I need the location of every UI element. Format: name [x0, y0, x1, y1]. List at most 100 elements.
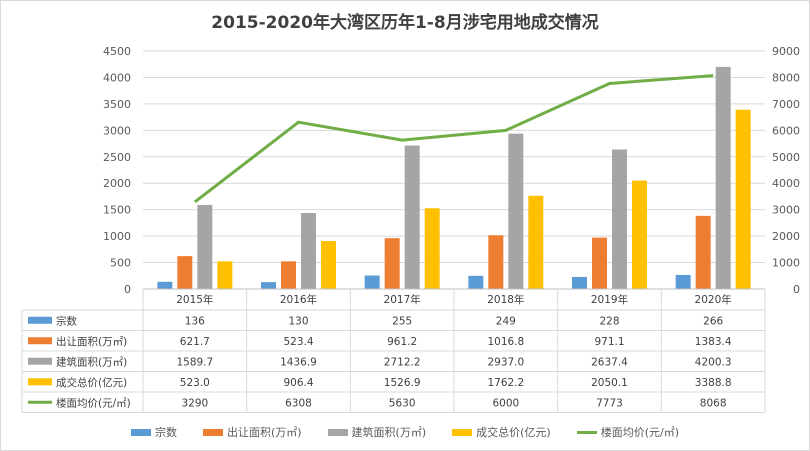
legend-label: 宗数 [154, 426, 177, 439]
table-cell: 4200.3 [695, 356, 732, 368]
table-row-label: 出让面积(万㎡) [56, 335, 127, 348]
legend-swatch-icon [452, 428, 473, 436]
table-cell: 2637.4 [591, 356, 628, 368]
bar [468, 275, 484, 289]
table-cell: 961.2 [387, 336, 417, 348]
bar [592, 237, 607, 289]
bar [612, 149, 627, 289]
left-axis-tick: 2000 [103, 177, 131, 190]
table-cell: 8068 [700, 397, 727, 409]
left-axis-tick: 4500 [103, 45, 131, 58]
legend-key [28, 316, 52, 324]
table-cell: 1016.8 [487, 336, 524, 348]
table-cell: 2937.0 [487, 356, 524, 368]
legend-item: 成交总价(亿元) [452, 424, 551, 440]
right-axis-tick: 2000 [772, 230, 800, 243]
table-row-label: 楼面均价(元/㎡) [56, 396, 131, 409]
right-axis-tick: 5000 [772, 151, 800, 164]
left-axis-tick: 2500 [103, 151, 131, 164]
table-cell: 130 [288, 315, 308, 327]
table-cell: 906.4 [283, 377, 313, 389]
category-label: 2019年 [591, 293, 628, 306]
right-axis-tick: 7000 [772, 98, 800, 111]
table-cell: 1589.7 [176, 356, 213, 368]
bar [261, 282, 276, 289]
table-cell: 2712.2 [384, 356, 421, 368]
bar [157, 281, 173, 289]
bar [197, 204, 213, 289]
right-axis-tick: 1000 [772, 257, 800, 270]
table-row-label: 宗数 [56, 314, 77, 327]
legend-swatch-icon [202, 428, 223, 436]
table-cell: 523.4 [283, 336, 313, 348]
bar [508, 133, 524, 289]
legend-key [28, 337, 52, 345]
table-cell: 3290 [181, 397, 208, 409]
legend-label: 成交总价(亿元) [476, 426, 551, 439]
chart-title: 2015-2020年大湾区历年1-8月涉宅用地成交情况 [211, 13, 599, 33]
table-cell: 7773 [596, 397, 623, 409]
right-axis-tick: 3000 [772, 204, 800, 217]
line-series [193, 74, 714, 204]
legend-label: 出让面积(万㎡) [226, 426, 302, 439]
table-cell: 2050.1 [591, 377, 628, 389]
legend-key [28, 400, 52, 404]
legend-item: 宗数 [130, 424, 177, 440]
table-cell: 971.1 [594, 336, 624, 348]
left-axis-tick: 0 [124, 283, 131, 296]
table-cell: 621.7 [180, 336, 210, 348]
right-axis-tick: 0 [793, 283, 800, 296]
right-axis-tick: 8000 [772, 71, 800, 84]
left-axis-tick: 4000 [103, 71, 131, 84]
bar [384, 238, 400, 289]
bar [301, 213, 316, 289]
left-axis-tick: 1000 [103, 230, 131, 243]
table-cell: 228 [599, 315, 619, 327]
category-label: 2017年 [384, 293, 421, 306]
left-axis-tick: 3000 [103, 124, 131, 137]
table-cell: 249 [496, 315, 516, 327]
bar [632, 180, 647, 289]
legend-swatch-icon [327, 428, 348, 436]
table-cell: 3388.8 [695, 377, 732, 389]
legend-item: 出让面积(万㎡) [202, 424, 302, 440]
table-cell: 6000 [492, 397, 519, 409]
left-axis-tick: 3500 [103, 98, 131, 111]
bar [735, 109, 751, 289]
table-cell: 5630 [389, 397, 416, 409]
bar [695, 215, 711, 289]
legend-item: 楼面均价(元/㎡) [576, 424, 679, 440]
legend-label: 建筑面积(万㎡) [351, 426, 427, 439]
bar [177, 256, 193, 289]
legend-item: 建筑面积(万㎡) [327, 424, 427, 440]
table-cell: 1526.9 [384, 377, 421, 389]
bar [488, 235, 504, 289]
left-axis-tick: 1500 [103, 204, 131, 217]
category-label: 2016年 [280, 293, 317, 306]
category-label: 2020年 [695, 293, 732, 306]
table-cell: 1383.4 [695, 336, 732, 348]
bar [281, 261, 296, 289]
table-cell: 523.0 [180, 377, 210, 389]
bar [424, 208, 440, 289]
table-row-label: 成交总价(亿元) [56, 376, 127, 389]
bar [217, 261, 233, 289]
legend-key [28, 378, 52, 386]
table-cell: 1436.9 [280, 356, 317, 368]
bar [528, 195, 544, 289]
category-label: 2015年 [176, 293, 213, 306]
table-row-label: 建筑面积(万㎡) [56, 355, 127, 368]
category-label: 2018年 [487, 293, 524, 306]
table-cell: 255 [392, 315, 412, 327]
right-axis-tick: 9000 [772, 45, 800, 58]
bar [404, 145, 420, 289]
legend-swatch-icon [576, 430, 597, 434]
legend-swatch-icon [130, 428, 151, 436]
table-cell: 136 [185, 315, 205, 327]
bar [364, 275, 380, 289]
chart-legend: 宗数 出让面积(万㎡) 建筑面积(万㎡) 成交总价(亿元) 楼面均价(元/㎡) [0, 424, 810, 440]
right-axis-tick: 6000 [772, 124, 800, 137]
table-cell: 6308 [285, 397, 312, 409]
table-cell: 1762.2 [487, 377, 524, 389]
bar [321, 241, 336, 289]
